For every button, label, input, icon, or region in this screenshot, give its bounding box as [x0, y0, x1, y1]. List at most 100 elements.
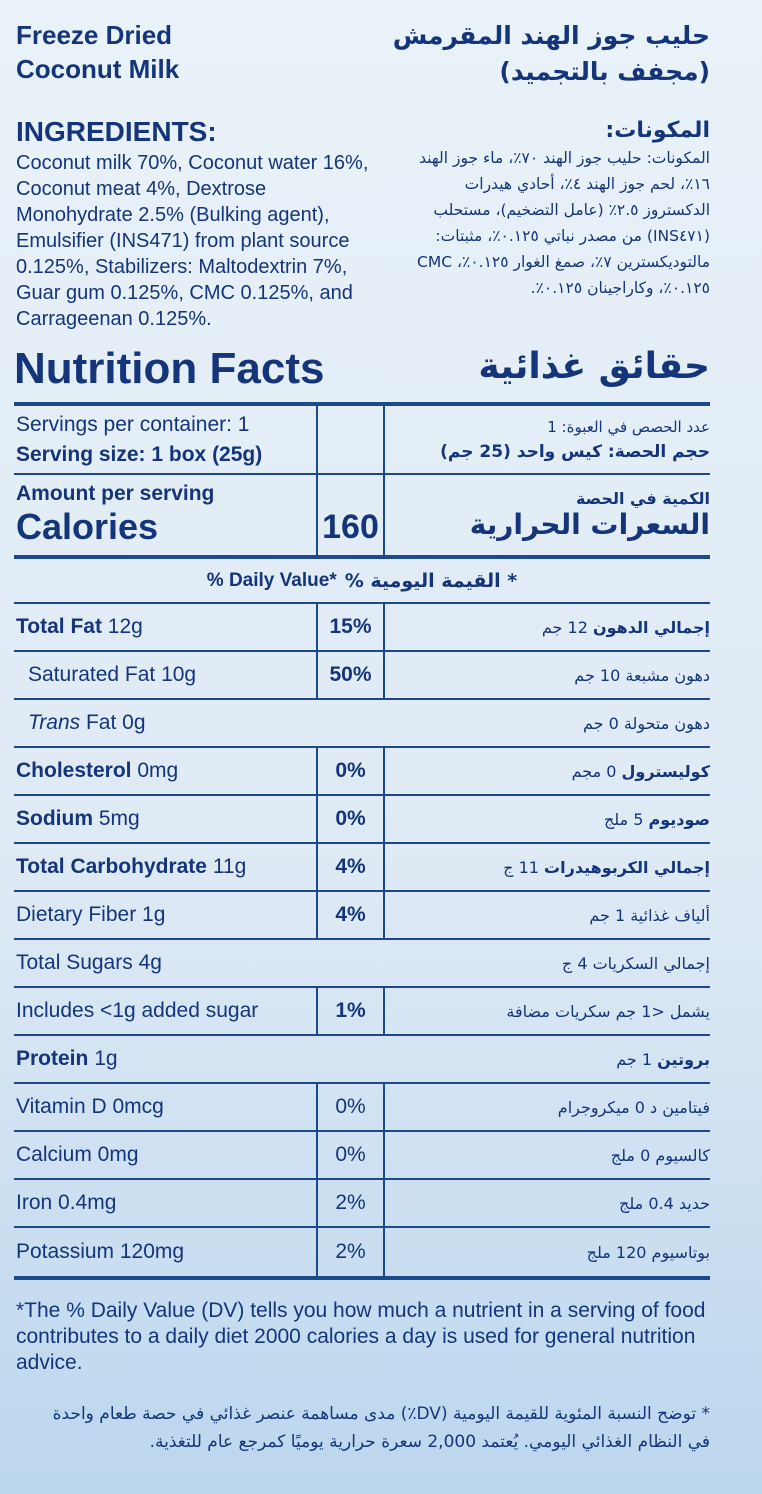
nutrient-en: Vitamin D 0mcg [14, 1084, 316, 1130]
nutrient-ar: كالسيوم 0 ملج [385, 1132, 710, 1178]
calories-row: Amount per serving Calories 160 الكمية في… [14, 475, 710, 559]
daily-value-ar: * القيمة اليومية % [344, 569, 518, 592]
daily-value: 0% [316, 1132, 385, 1178]
amount: 0mg [137, 759, 179, 782]
cell: عدد الحصص في العبوة: 1 حجم الحصة: كيس واح… [385, 406, 710, 473]
label: Saturated Fat 10g [28, 663, 197, 686]
nutrient-en: Total Fat 12g [14, 604, 316, 650]
label: Cholesterol [16, 759, 132, 782]
nutrient-row: Saturated Fat 10g 50% دهون مشبعة 10 جم [14, 652, 710, 700]
nutrient-ar: بروتين 1 جم [385, 1036, 710, 1082]
nutrient-ar: فيتامين د 0 ميكروجرام [385, 1084, 710, 1130]
nutrient-row: Includes <1g added sugar 1% يشمل <1 جم سكر… [14, 988, 710, 1036]
daily-value: 2% [316, 1180, 385, 1226]
label: حديد 0.4 ملج [619, 1193, 710, 1213]
label: Dietary Fiber 1g [16, 903, 166, 926]
label: بوتاسيوم 120 ملج [586, 1242, 710, 1262]
nutrient-ar: حديد 0.4 ملج [385, 1180, 710, 1226]
nutrient-en: Dietary Fiber 1g [14, 892, 316, 938]
heading: INGREDIENTS: [16, 116, 217, 147]
calories-value: 160 [316, 475, 385, 555]
daily-value: 0% [316, 1084, 385, 1130]
cell: الكمية في الحصة السعرات الحرارية [385, 475, 710, 555]
label: Sodium [16, 807, 93, 830]
daily-value: 50% [316, 652, 385, 698]
label: Iron 0.4mg [16, 1191, 117, 1214]
nutrient-en: Potassium 120mg [14, 1228, 316, 1276]
text: المكونات: حليب جوز الهند ٧٠٪، ماء جوز ال… [417, 149, 710, 297]
nutrition-title-ar: حقائق غذائية [478, 346, 710, 387]
nutrient-row: Total Sugars 4g إجمالي السكريات 4 ج [14, 940, 710, 988]
serving-size: حجم الحصة: كيس واحد (25 جم) [440, 441, 710, 462]
daily-value-row: % Daily Value* * القيمة اليومية % [14, 559, 710, 604]
nutrient-en: Calcium 0mg [14, 1132, 316, 1178]
label: Includes <1g added sugar [16, 999, 259, 1022]
daily-value: 2% [316, 1228, 385, 1276]
calories-label: Calories [16, 506, 159, 547]
daily-value: 4% [316, 844, 385, 890]
nutrient-ar: إجمالي الكربوهيدرات 11 ج [385, 844, 710, 890]
nutrient-en: Iron 0.4mg [14, 1180, 316, 1226]
label: Calcium 0mg [16, 1143, 139, 1166]
title-ar: حليب جوز الهند المقرمش (مجفف بالتجميد) [393, 18, 710, 90]
nutrient-ar: ألياف غذائية 1 جم [385, 892, 710, 938]
amount: 12 جم [541, 617, 588, 637]
label: ألياف غذائية 1 جم [589, 905, 710, 925]
nutrient-row: Cholesterol 0mg 0% كوليسترول 0 مجم [14, 748, 710, 796]
title-en: Freeze Dried Coconut Milk [16, 18, 179, 86]
nutrient-ar: بوتاسيوم 120 ملج [385, 1228, 710, 1276]
ingredients-ar: المكونات: المكونات: حليب جوز الهند ٧٠٪، م… [400, 118, 710, 301]
label: إجمالي الدهون [592, 617, 710, 637]
label: صوديوم [648, 809, 710, 829]
title-line: حليب جوز الهند المقرمش [392, 21, 710, 50]
nutrient-row: Total Carbohydrate 11g 4% إجمالي الكربوهيد… [14, 844, 710, 892]
servings: عدد الحصص في العبوة: 1 [547, 417, 710, 436]
title-line: Freeze Dried [16, 20, 173, 50]
nutrient-row: Trans Fat 0g دهون متحولة 0 جم [14, 700, 710, 748]
label: Protein [16, 1047, 89, 1070]
cell: Servings per container: 1 Serving size: 1… [14, 406, 316, 473]
nutrition-title-en: Nutrition Facts [14, 344, 325, 393]
label: Total Fat [16, 615, 102, 638]
label: يشمل <1 جم سكريات مضافة [506, 1001, 710, 1021]
label: Total Sugars 4g [16, 951, 162, 974]
label: كوليسترول [621, 761, 710, 781]
daily-value: 4% [316, 892, 385, 938]
daily-value: 0% [316, 748, 385, 794]
nutrient-en: Saturated Fat 10g [14, 652, 316, 698]
amount: Fat 0g [85, 711, 146, 734]
nutrition-table: Servings per container: 1 Serving size: 1… [14, 402, 710, 1280]
amount: 11g [212, 855, 247, 878]
daily-value: 1% [316, 988, 385, 1034]
label: Total Carbohydrate [16, 855, 207, 878]
nutrient-row: Calcium 0mg 0% كالسيوم 0 ملج [14, 1132, 710, 1180]
servings: Servings per container: 1 [16, 412, 250, 436]
nutrient-row: Sodium 5mg 0% صوديوم 5 ملج [14, 796, 710, 844]
footnote-ar: * توضح النسبة المئوية للقيمة اليومية (DV… [52, 1404, 710, 1452]
nutrient-row: Iron 0.4mg 2% حديد 0.4 ملج [14, 1180, 710, 1228]
nutrient-row: Protein 1g بروتين 1 جم [14, 1036, 710, 1084]
cell [316, 406, 385, 473]
amount-label: الكمية في الحصة [575, 489, 710, 508]
amount-label: Amount per serving [16, 482, 215, 505]
nutrient-ar: كوليسترول 0 مجم [385, 748, 710, 794]
daily-value-en: % Daily Value* [206, 569, 337, 591]
daily-value [316, 700, 385, 746]
amount: 5 ملج [603, 809, 644, 829]
nutrient-en: Trans Fat 0g [14, 700, 316, 746]
label: إجمالي الكربوهيدرات [544, 857, 710, 877]
footnote-en: *The % Daily Value (DV) tells you how mu… [16, 1299, 706, 1374]
nutrient-ar: دهون متحولة 0 جم [385, 700, 710, 746]
amount: 5mg [98, 807, 140, 830]
nutrient-ar: إجمالي السكريات 4 ج [385, 940, 710, 986]
nutrient-en: Total Sugars 4g [14, 940, 316, 986]
amount: 0 مجم [571, 761, 617, 781]
label: دهون متحولة 0 جم [582, 713, 710, 733]
nutrient-en: Cholesterol 0mg [14, 748, 316, 794]
nutrient-en: Total Carbohydrate 11g [14, 844, 316, 890]
label: بروتين [657, 1049, 710, 1069]
label: Vitamin D 0mcg [16, 1095, 164, 1118]
nutrient-en: Includes <1g added sugar [14, 988, 316, 1034]
servings-row: Servings per container: 1 Serving size: 1… [14, 406, 710, 475]
label: فيتامين د 0 ميكروجرام [557, 1097, 710, 1117]
